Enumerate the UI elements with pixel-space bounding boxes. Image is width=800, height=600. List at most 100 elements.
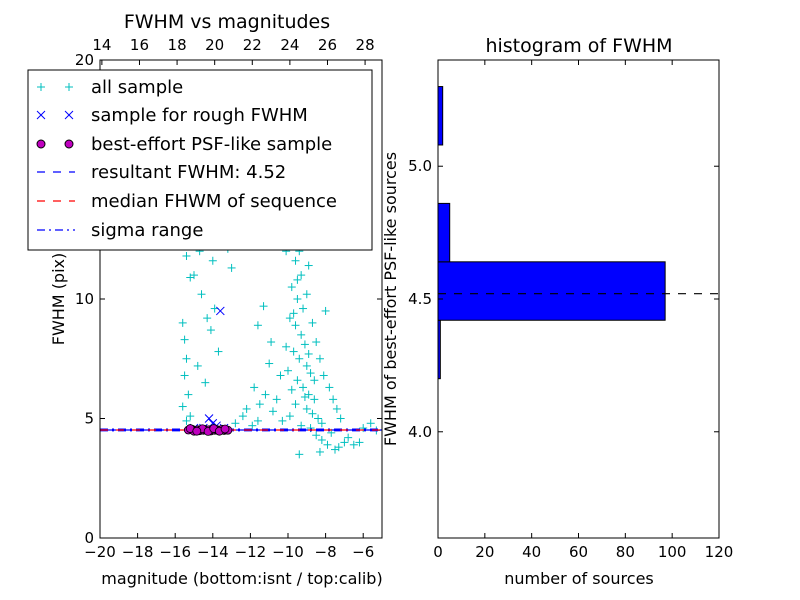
all-sample-point [178, 318, 187, 327]
legend-label: resultant FWHM: 4.52 [91, 162, 286, 183]
all-sample-point [302, 290, 311, 299]
x-tick-label: −10 [272, 543, 304, 561]
all-sample-point [306, 369, 315, 378]
rough-sample-point [215, 306, 225, 316]
all-sample-point [323, 440, 332, 449]
legend-entry-rough-fwhm: sample for rough FWHM [36, 105, 308, 126]
all-sample-point [300, 340, 309, 349]
y-tick-label: 4.0 [408, 423, 432, 441]
all-sample-point [180, 335, 189, 344]
all-sample-point [359, 424, 368, 433]
top-tick-label: 22 [243, 36, 262, 54]
legend-x-marker-icon [36, 110, 74, 120]
histogram-bar [437, 261, 666, 321]
all-sample-point [206, 326, 215, 335]
all-sample-point [253, 321, 262, 330]
all-sample-point [289, 347, 298, 356]
all-sample-point [314, 414, 323, 423]
x-tick-label: 60 [569, 543, 588, 561]
all-sample-point [325, 383, 334, 392]
all-sample-point [203, 314, 212, 323]
x-tick-label: −18 [122, 543, 154, 561]
all-sample-point [267, 338, 276, 347]
psf-sample-point [192, 426, 202, 436]
all-sample-point [349, 440, 358, 449]
all-sample-point [289, 309, 298, 318]
y-tick-label: 4.5 [408, 290, 432, 308]
all-sample-point [201, 378, 210, 387]
x-tick-label: 120 [705, 543, 734, 561]
all-sample-point [293, 295, 302, 303]
all-sample-point [250, 383, 259, 392]
legend-entry-psf-sample: best-effort PSF-like sample [36, 134, 332, 155]
all-sample-point [285, 412, 294, 421]
all-sample-point [317, 436, 326, 445]
all-sample-point [259, 302, 268, 311]
scatter-x-label: magnitude (bottom:isnt / top:calib) [101, 569, 382, 588]
all-sample-point [321, 306, 330, 315]
all-sample-point [299, 304, 308, 313]
all-sample-point [184, 390, 193, 399]
x-tick-label: 80 [616, 543, 635, 561]
x-tick-label: 20 [475, 543, 494, 561]
y-tick-label: 5.0 [408, 157, 432, 175]
y-tick-label: 0 [84, 529, 94, 547]
legend: all sample sample for rough FWHM best-ef… [27, 69, 373, 251]
all-sample-point [297, 271, 306, 280]
y-tick-label: 10 [75, 290, 94, 308]
all-sample-point [291, 321, 300, 330]
all-sample-point [255, 400, 264, 409]
histogram-bar [437, 202, 451, 263]
top-tick-label: 28 [356, 36, 375, 54]
y-tick-label: 5 [84, 410, 94, 428]
all-sample-point [297, 421, 306, 430]
all-sample-point [253, 416, 262, 425]
all-sample-point [261, 390, 270, 399]
all-sample-point [304, 261, 313, 270]
psf-sample-point [220, 424, 230, 434]
y-tick-label: 20 [75, 51, 94, 69]
all-sample-point [336, 414, 345, 423]
all-sample-point [287, 385, 296, 394]
histogram-ticks: 0 20 40 60 80 100 120 4.0 4.5 5.0 [408, 60, 733, 561]
all-sample-point [340, 438, 349, 447]
all-sample-point [227, 263, 236, 272]
legend-entry-resultant-fwhm: resultant FWHM: 4.52 [37, 162, 286, 183]
all-sample-point [231, 419, 240, 428]
histogram-bar [437, 86, 444, 146]
scatter-title: FWHM vs magnitudes [124, 11, 330, 33]
all-sample-point [178, 402, 187, 411]
top-tick-label: 26 [318, 36, 337, 54]
histogram-x-label: number of sources [504, 569, 654, 588]
x-tick-label: −12 [235, 543, 267, 561]
all-sample-point [285, 314, 294, 323]
legend-label: sample for rough FWHM [91, 105, 308, 126]
all-sample-point [302, 361, 311, 370]
legend-entry-median-fwhm: median FHWM of sequence [37, 191, 337, 212]
legend-box [27, 69, 373, 251]
all-sample-point [308, 318, 317, 327]
all-sample-point [272, 395, 281, 404]
all-sample-point [355, 438, 364, 447]
all-sample-point [315, 354, 324, 363]
all-sample-point [310, 376, 319, 385]
x-tick-label: 40 [522, 543, 541, 561]
all-sample-point [208, 256, 217, 265]
all-sample-point [295, 450, 304, 459]
legend-label: median FHWM of sequence [91, 191, 337, 212]
all-sample-point [295, 354, 304, 363]
x-tick-label: −6 [352, 543, 374, 561]
all-sample-point [319, 371, 328, 380]
all-sample-point [268, 407, 277, 416]
all-sample-point [182, 251, 191, 260]
scatter-y-label: FWHM (pix) [49, 253, 68, 346]
all-sample-point [186, 412, 195, 421]
legend-label: sigma range [91, 220, 203, 241]
all-sample-point [366, 419, 375, 428]
all-sample-point [265, 359, 274, 368]
x-tick-label: −14 [197, 543, 229, 561]
all-sample-point [329, 395, 338, 404]
top-tick-label: 16 [130, 36, 149, 54]
all-sample-point [308, 409, 317, 418]
